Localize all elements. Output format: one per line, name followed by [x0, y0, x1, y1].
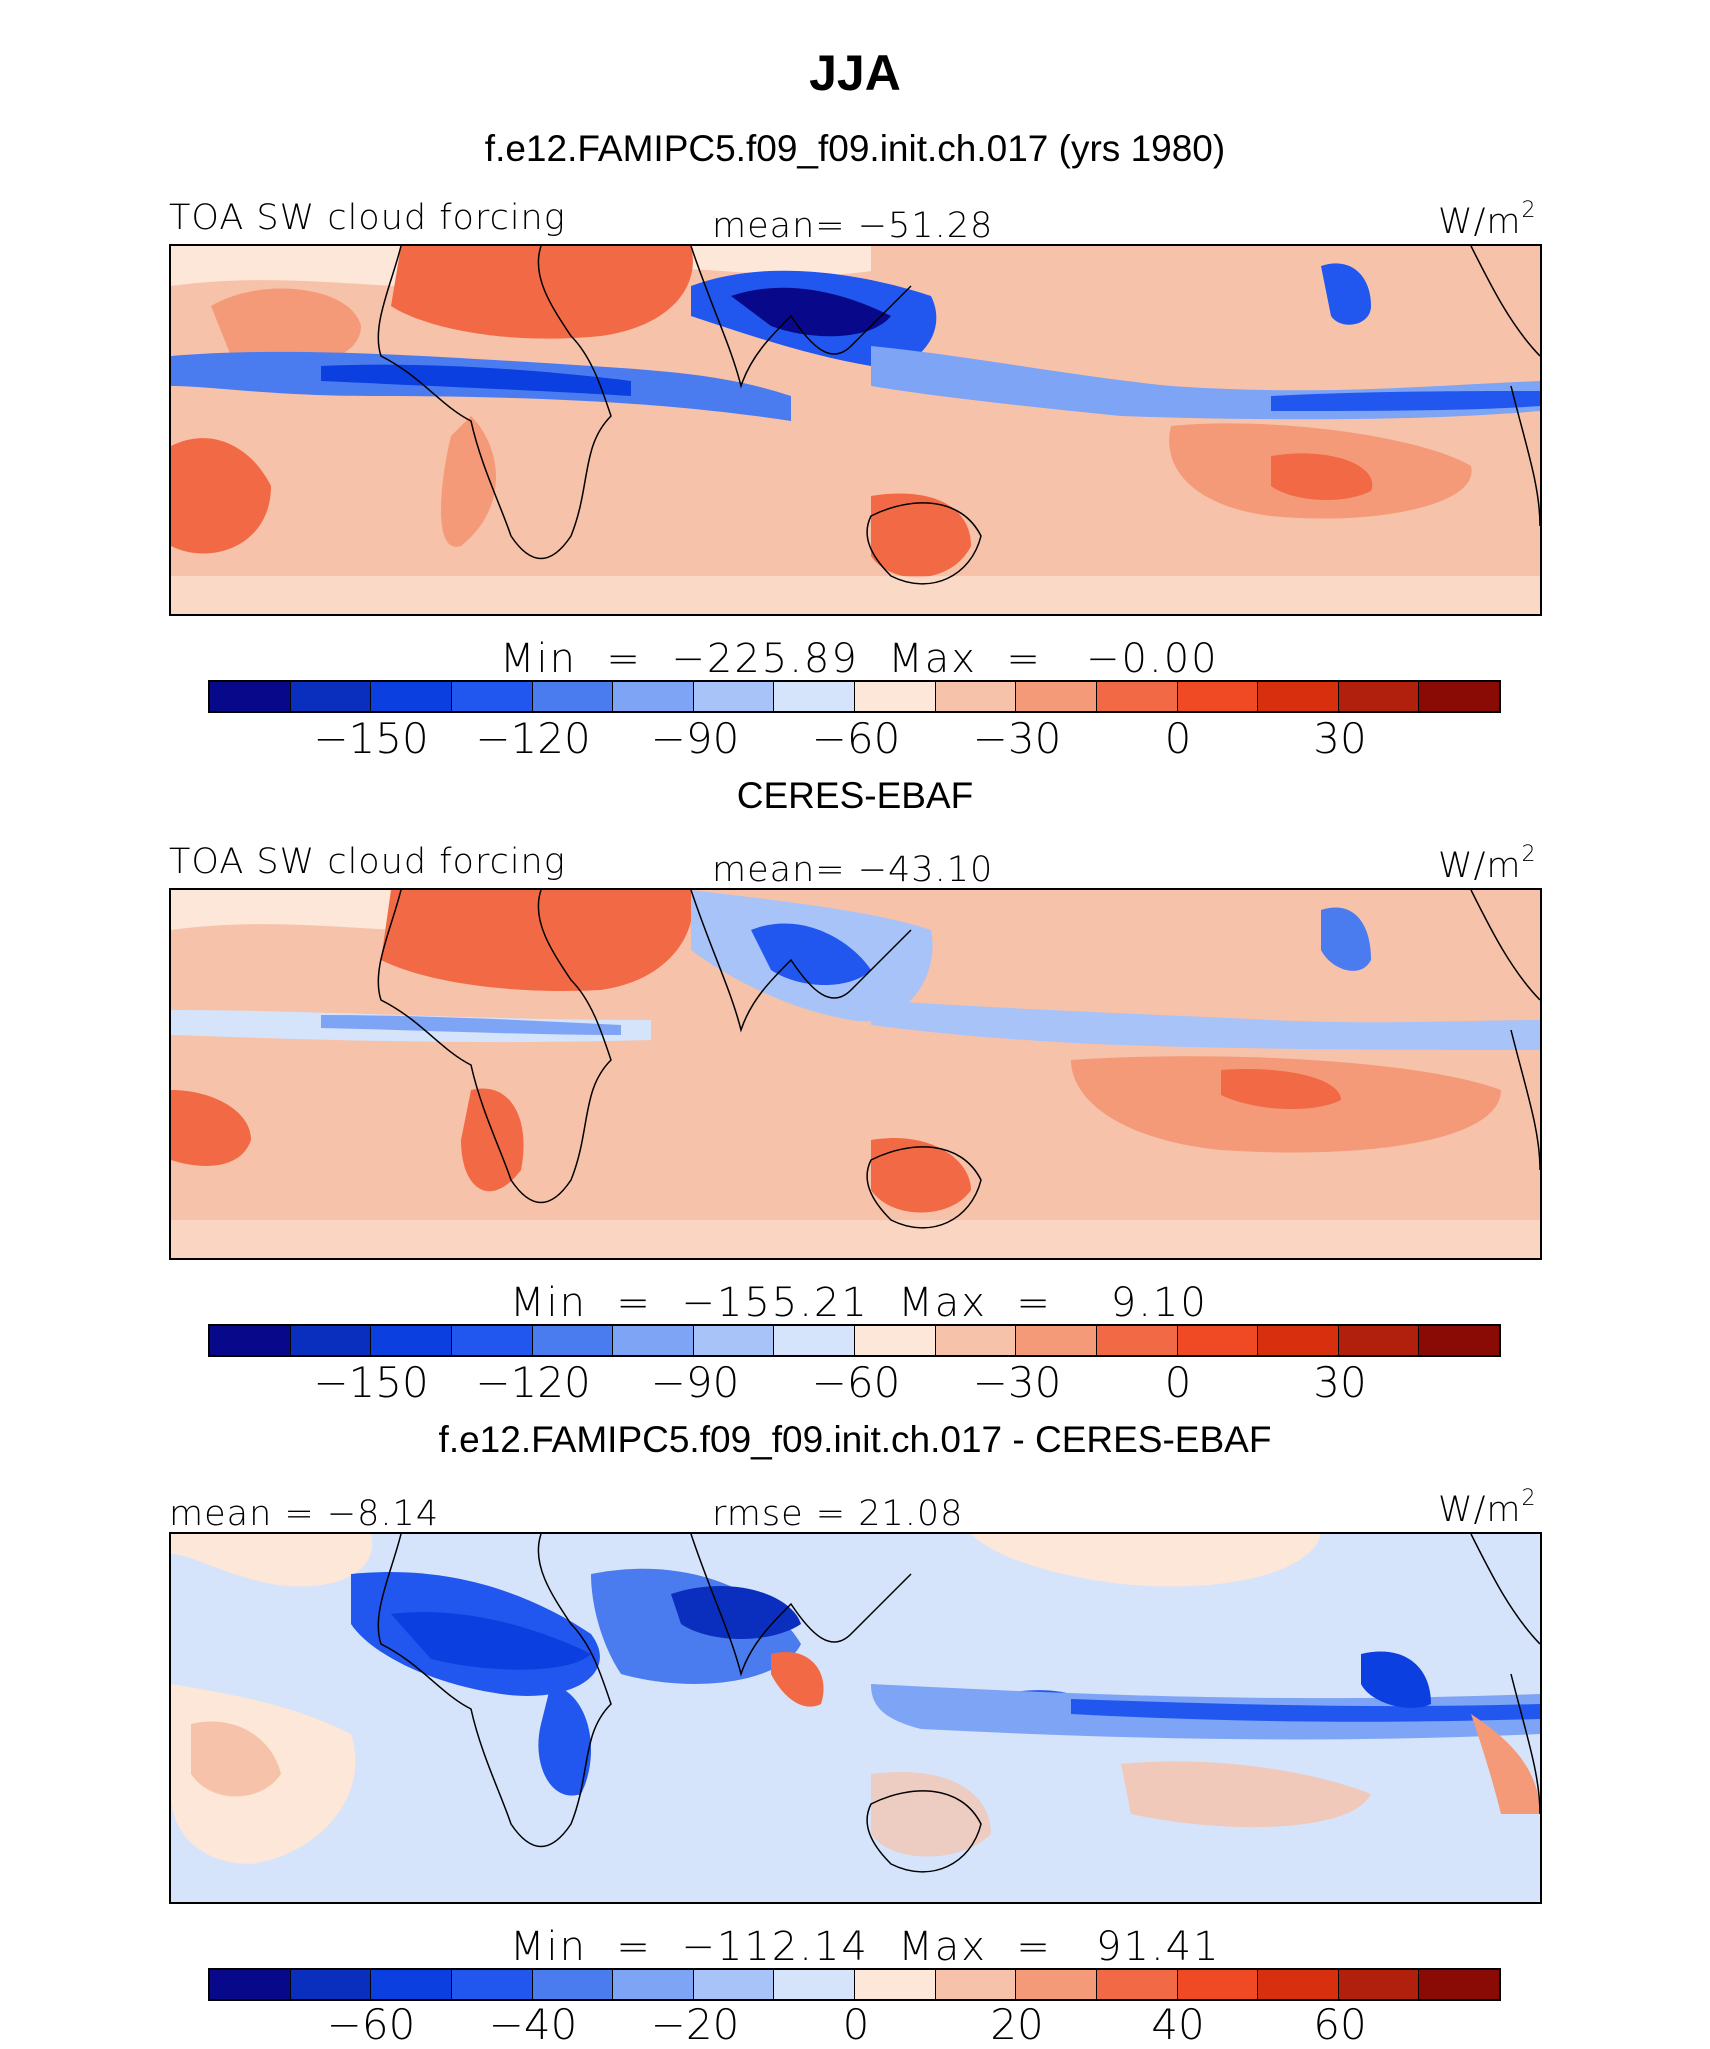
colorbar-cell-8 — [855, 1326, 936, 1355]
colorbar-cell-5 — [613, 1970, 694, 1999]
colorbar-cell-6 — [693, 1326, 775, 1355]
panel-2-tick: −120 — [475, 1358, 591, 1407]
colorbar-cell-10 — [1016, 1970, 1097, 1999]
panel-3-tick: 0 — [842, 2000, 870, 2049]
panel-3-tick: −40 — [488, 2000, 578, 2049]
colorbar-cell-0 — [210, 682, 291, 711]
panel-2-tick: 0 — [1164, 1358, 1192, 1407]
colorbar-cell-7 — [774, 1326, 855, 1355]
panel-2-units: W/m2 — [1438, 842, 1537, 886]
panel-1-colorbar — [208, 680, 1501, 713]
colorbar-cell-1 — [290, 682, 372, 711]
colorbar-cell-14 — [1338, 682, 1420, 711]
panel-3-heading: f.e12.FAMIPC5.f09_f09.init.ch.017 - CERE… — [438, 1419, 1272, 1460]
colorbar-cell-5 — [613, 682, 694, 711]
colorbar-cell-4 — [532, 1970, 614, 1999]
colorbar-cell-9 — [935, 1326, 1017, 1355]
colorbar-cell-9 — [935, 1970, 1017, 1999]
colorbar-cell-11 — [1096, 1970, 1178, 1999]
colorbar-cell-8 — [855, 682, 936, 711]
panel-2-tick: 30 — [1313, 1358, 1367, 1407]
colorbar-cell-3 — [451, 1970, 533, 1999]
panel-1-colorbar-cells — [208, 680, 1501, 713]
panel-1-mean-label: mean= −51.28 — [712, 206, 994, 246]
colorbar-cell-11 — [1096, 1326, 1178, 1355]
panel-2-minmax: Min = −155.21 Max = 9.10 — [510, 1280, 1208, 1326]
panel-1-minmax: Min = −225.89 Max = −0.00 — [500, 636, 1219, 682]
colorbar-cell-6 — [693, 682, 775, 711]
colorbar-cell-4 — [532, 1326, 614, 1355]
panel-1-tick: −120 — [475, 714, 591, 763]
panel-2-tick: −150 — [313, 1358, 429, 1407]
panel-1-tick: 0 — [1164, 714, 1192, 763]
panel-1-tick: −30 — [972, 714, 1062, 763]
colorbar-cell-9 — [935, 682, 1017, 711]
panel-2-tick: −30 — [972, 1358, 1062, 1407]
panel-3-tick: −20 — [650, 2000, 740, 2049]
colorbar-cell-10 — [1016, 1326, 1097, 1355]
colorbar-cell-4 — [532, 682, 614, 711]
panel-3-tick: 40 — [1151, 2000, 1205, 2049]
panel-1-tick: −90 — [650, 714, 740, 763]
colorbar-cell-2 — [371, 682, 452, 711]
panel-1-tick: −60 — [811, 714, 901, 763]
colorbar-cell-0 — [210, 1970, 291, 1999]
colorbar-cell-1 — [290, 1326, 372, 1355]
panel-2-tick: −90 — [650, 1358, 740, 1407]
colorbar-cell-7 — [774, 682, 855, 711]
panel-2-heading: CERES-EBAF — [736, 775, 974, 816]
colorbar-cell-6 — [693, 1970, 775, 1999]
colorbar-cell-15 — [1419, 1326, 1499, 1355]
panel-1-heading: f.e12.FAMIPC5.f09_f09.init.ch.017 (yrs 1… — [484, 128, 1226, 169]
panel-1-variable-label: TOA SW cloud forcing — [169, 198, 566, 238]
colorbar-cell-2 — [371, 1970, 452, 1999]
colorbar-cell-12 — [1177, 1970, 1259, 1999]
colorbar-cell-7 — [774, 1970, 855, 1999]
figure-title: JJA — [809, 45, 901, 101]
colorbar-cell-15 — [1419, 682, 1499, 711]
colorbar-cell-15 — [1419, 1970, 1499, 1999]
colorbar-cell-11 — [1096, 682, 1178, 711]
colorbar-cell-2 — [371, 1326, 452, 1355]
panel-2-map — [169, 888, 1542, 1260]
panel-3-rmse-label: rmse = 21.08 — [712, 1494, 964, 1534]
panel-3-tick: −60 — [326, 2000, 416, 2049]
colorbar-cell-3 — [451, 682, 533, 711]
panel-3-map — [169, 1532, 1542, 1904]
panel-3-units: W/m2 — [1438, 1486, 1537, 1530]
colorbar-cell-12 — [1177, 682, 1259, 711]
colorbar-cell-14 — [1338, 1326, 1420, 1355]
panel-2-variable-label: TOA SW cloud forcing — [169, 842, 566, 882]
panel-3-colorbar-cells — [208, 1968, 1501, 2001]
panel-3-tick: 20 — [990, 2000, 1044, 2049]
colorbar-cell-1 — [290, 1970, 372, 1999]
panel-1-tick: −150 — [313, 714, 429, 763]
colorbar-cell-12 — [1177, 1326, 1259, 1355]
panel-3-colorbar — [208, 1968, 1501, 2001]
panel-3-tick: 60 — [1313, 2000, 1367, 2049]
panel-1-map — [169, 244, 1542, 616]
panel-3-mean-label: mean = −8.14 — [169, 1494, 440, 1534]
panel-2-mean-label: mean= −43.10 — [712, 850, 994, 890]
panel-1-tick: 30 — [1313, 714, 1367, 763]
colorbar-cell-8 — [855, 1970, 936, 1999]
panel-2-tick: −60 — [811, 1358, 901, 1407]
colorbar-cell-3 — [451, 1326, 533, 1355]
colorbar-cell-10 — [1016, 682, 1097, 711]
colorbar-cell-14 — [1338, 1970, 1420, 1999]
panel-2-colorbar-cells — [208, 1324, 1501, 1357]
colorbar-cell-5 — [613, 1326, 694, 1355]
panel-3-minmax: Min = −112.14 Max = 91.41 — [510, 1924, 1221, 1970]
colorbar-cell-0 — [210, 1326, 291, 1355]
panel-1-units: W/m2 — [1438, 198, 1537, 242]
panel-2-colorbar — [208, 1324, 1501, 1357]
colorbar-cell-13 — [1258, 1326, 1339, 1355]
colorbar-cell-13 — [1258, 682, 1339, 711]
colorbar-cell-13 — [1258, 1970, 1339, 1999]
